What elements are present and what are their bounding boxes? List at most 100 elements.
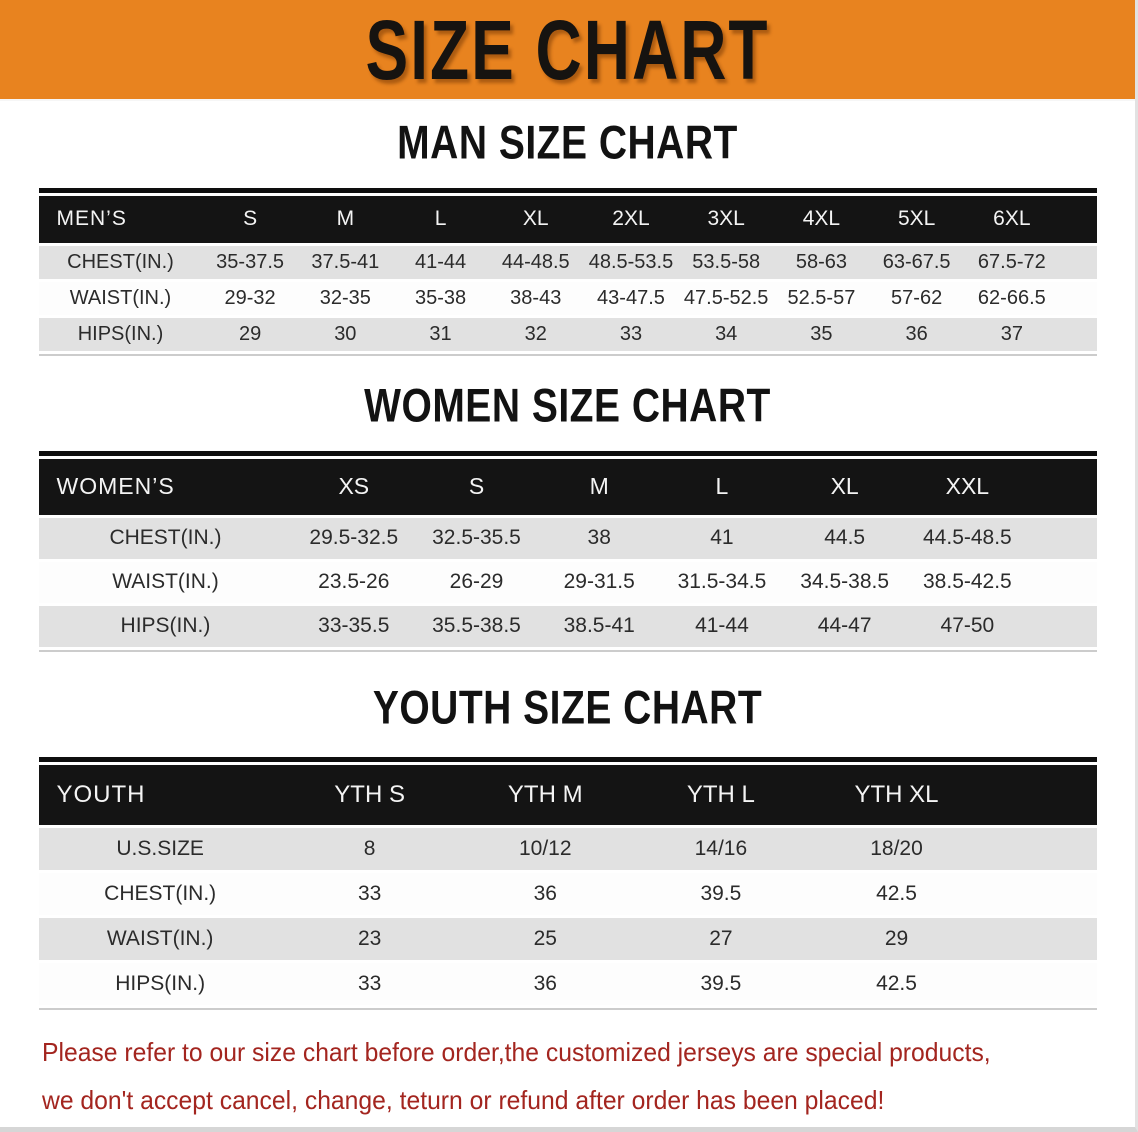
column-header: L [392,195,489,243]
size-cell: 10/12 [457,827,634,870]
size-cell: 35-37.5 [202,245,298,279]
row-label: CHEST(IN.) [38,517,293,559]
table-bottom-rule [38,353,1097,356]
size-cell: 44.5 [783,517,907,559]
row-label: CHEST(IN.) [38,245,203,279]
men-section-heading: MAN SIZE CHART [0,117,1135,169]
spacer-cell [1028,605,1097,647]
row-label: WAIST(IN.) [38,281,203,315]
women-heading-text: WOMEN SIZE CHART [364,379,771,433]
size-cell: 27 [633,917,809,960]
size-cell: 52.5-57 [773,281,870,315]
size-cell: 29 [202,317,298,351]
size-cell: 41-44 [660,605,784,647]
table-bottom-rule [38,1007,1097,1010]
youth-heading-text: YOUTH SIZE CHART [372,681,763,735]
table-bottom-rule [38,649,1097,652]
men-chest-row: CHEST(IN.) 35-37.5 37.5-41 41-44 44-48.5… [38,245,1097,279]
size-cell: 63-67.5 [869,245,965,279]
size-cell: 57-62 [869,281,965,315]
size-cell: 58-63 [773,245,870,279]
row-label: WAIST(IN.) [38,917,282,960]
youth-table-label: YOUTH [38,764,282,825]
size-cell: 33-35.5 [292,605,416,647]
spacer-cell [1059,317,1097,351]
size-cell: 23.5-26 [292,561,416,603]
size-cell: 35.5-38.5 [415,605,538,647]
size-cell: 67.5-72 [964,245,1060,279]
size-cell: 38.5-42.5 [906,561,1029,603]
youth-size-table: YOUTH YTH S YTH M YTH L YTH XL U.S.SIZE … [38,756,1097,1010]
column-header: 2XL [583,195,679,243]
size-cell: 36 [457,872,634,915]
disclaimer: Please refer to our size chart before or… [42,1028,1135,1124]
row-label: CHEST(IN.) [38,872,282,915]
youth-waist-row: WAIST(IN.) 23 25 27 29 [38,917,1097,960]
women-section-heading: WOMEN SIZE CHART [0,380,1135,432]
size-cell: 39.5 [633,962,809,1005]
size-cell: 29-31.5 [537,561,661,603]
spacer-cell [1059,281,1097,315]
men-size-table: MEN’S S M L XL 2XL 3XL 4XL 5XL 6XL CHEST… [38,187,1097,356]
column-header: S [415,458,538,515]
men-table-label: MEN’S [38,195,203,243]
men-header-row: MEN’S S M L XL 2XL 3XL 4XL 5XL 6XL [38,195,1097,243]
row-label: U.S.SIZE [38,827,282,870]
women-table-label: WOMEN’S [38,458,293,515]
youth-hips-row: HIPS(IN.) 33 36 39.5 42.5 [38,962,1097,1005]
size-cell: 43-47.5 [583,281,679,315]
size-cell: 26-29 [415,561,538,603]
table-top-rule [38,450,1097,456]
size-cell: 29 [808,917,985,960]
size-cell: 39.5 [633,872,809,915]
size-cell: 35 [773,317,870,351]
banner: SIZE CHART [0,0,1135,101]
size-cell: 41 [660,517,784,559]
column-header: YTH L [633,764,809,825]
column-header: 3XL [678,195,774,243]
size-cell: 44-48.5 [488,245,584,279]
page-title: SIZE CHART [365,1,770,98]
size-cell: 33 [583,317,679,351]
row-label: WAIST(IN.) [38,561,293,603]
men-hips-row: HIPS(IN.) 29 30 31 32 33 34 35 36 37 [38,317,1097,351]
youth-ussize-row: U.S.SIZE 8 10/12 14/16 18/20 [38,827,1097,870]
column-header: S [202,195,298,243]
size-cell: 31 [392,317,489,351]
size-cell: 44-47 [783,605,907,647]
row-label: HIPS(IN.) [38,962,282,1005]
spacer-cell [984,827,1097,870]
size-cell: 34 [678,317,774,351]
size-cell: 36 [869,317,965,351]
size-cell: 25 [457,917,634,960]
column-header: 5XL [869,195,965,243]
size-cell: 42.5 [808,872,985,915]
size-cell: 38.5-41 [537,605,661,647]
spacer-cell [984,872,1097,915]
women-header-row: WOMEN’S XS S M L XL XXL [38,458,1097,515]
column-header: M [537,458,661,515]
size-cell: 32-35 [297,281,393,315]
size-cell: 18/20 [808,827,985,870]
disclaimer-line-1: Please refer to our size chart before or… [42,1036,991,1067]
column-header: XXL [906,458,1029,515]
size-cell: 33 [281,872,458,915]
column-header: YTH XL [808,764,985,825]
column-header: L [660,458,784,515]
size-cell: 38-43 [488,281,584,315]
youth-header-row: YOUTH YTH S YTH M YTH L YTH XL [38,764,1097,825]
size-cell: 29-32 [202,281,298,315]
women-hips-row: HIPS(IN.) 33-35.5 35.5-38.5 38.5-41 41-4… [38,605,1097,647]
men-waist-row: WAIST(IN.) 29-32 32-35 35-38 38-43 43-47… [38,281,1097,315]
column-header: XS [292,458,416,515]
column-header: YTH M [457,764,634,825]
spacer-cell [1059,245,1097,279]
men-heading-text: MAN SIZE CHART [397,117,738,170]
column-header: M [297,195,393,243]
women-table: WOMEN’S XS S M L XL XXL CHEST(IN.) 29.5-… [38,456,1097,650]
column-header: YTH S [281,764,458,825]
youth-chest-row: CHEST(IN.) 33 36 39.5 42.5 [38,872,1097,915]
size-cell: 34.5-38.5 [783,561,907,603]
size-cell: 8 [281,827,458,870]
